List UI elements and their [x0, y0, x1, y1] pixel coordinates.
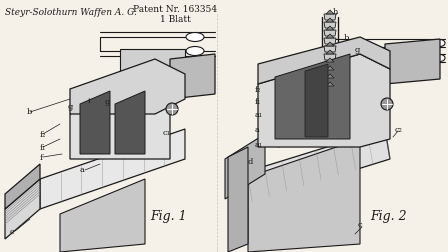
Polygon shape: [326, 19, 334, 23]
Polygon shape: [5, 164, 40, 209]
Polygon shape: [258, 38, 390, 85]
Polygon shape: [60, 179, 145, 252]
Polygon shape: [326, 11, 334, 15]
Polygon shape: [385, 40, 440, 85]
Text: f₂: f₂: [255, 86, 261, 94]
Polygon shape: [305, 65, 328, 137]
Polygon shape: [326, 43, 334, 47]
Polygon shape: [258, 55, 390, 147]
Polygon shape: [326, 27, 334, 31]
Polygon shape: [115, 92, 145, 154]
Text: a₁: a₁: [255, 111, 263, 118]
Polygon shape: [324, 15, 336, 21]
Polygon shape: [324, 79, 336, 85]
Text: c₂: c₂: [395, 125, 403, 134]
Text: f₁: f₁: [40, 143, 47, 151]
Polygon shape: [70, 60, 185, 115]
Polygon shape: [275, 55, 350, 139]
Text: Steyr-Solothurn Waffen A. G.: Steyr-Solothurn Waffen A. G.: [5, 8, 137, 17]
Ellipse shape: [435, 40, 445, 47]
Polygon shape: [225, 135, 265, 199]
Text: c: c: [10, 227, 15, 235]
Text: a₁: a₁: [255, 140, 263, 148]
Text: Fig. 1: Fig. 1: [150, 209, 187, 222]
Polygon shape: [324, 39, 336, 45]
Text: Patent Nr. 163354
1 Blatt: Patent Nr. 163354 1 Blatt: [133, 5, 217, 24]
Ellipse shape: [186, 33, 204, 42]
Text: b: b: [344, 34, 349, 42]
Polygon shape: [326, 35, 334, 39]
Text: g: g: [68, 103, 73, 111]
Ellipse shape: [435, 55, 445, 62]
Text: Fig. 2: Fig. 2: [370, 209, 407, 222]
Polygon shape: [324, 63, 336, 69]
Polygon shape: [326, 59, 334, 63]
Text: a: a: [255, 125, 260, 134]
Text: i: i: [88, 97, 90, 105]
Text: c: c: [358, 220, 362, 228]
Text: f: f: [40, 153, 43, 161]
Text: g: g: [355, 46, 360, 54]
Polygon shape: [326, 83, 334, 87]
Polygon shape: [324, 87, 336, 93]
Polygon shape: [170, 55, 215, 100]
Text: d: d: [248, 158, 254, 165]
Text: f₁: f₁: [255, 98, 261, 106]
Circle shape: [166, 104, 178, 115]
Polygon shape: [70, 85, 170, 159]
Text: c₁: c₁: [163, 129, 171, 137]
Polygon shape: [324, 23, 336, 29]
Polygon shape: [326, 51, 334, 55]
Polygon shape: [324, 55, 336, 61]
Polygon shape: [80, 92, 110, 154]
Polygon shape: [120, 50, 185, 85]
Text: a: a: [80, 165, 85, 173]
Polygon shape: [324, 71, 336, 77]
Polygon shape: [228, 147, 248, 252]
Ellipse shape: [186, 47, 204, 56]
Text: b: b: [27, 108, 32, 115]
Text: f₂: f₂: [40, 131, 47, 138]
Polygon shape: [5, 179, 40, 239]
Polygon shape: [326, 75, 334, 79]
Bar: [120, 50, 185, 85]
Polygon shape: [230, 130, 390, 207]
Polygon shape: [248, 139, 360, 252]
Polygon shape: [40, 130, 185, 209]
Circle shape: [381, 99, 393, 111]
Polygon shape: [324, 31, 336, 37]
Text: g: g: [105, 98, 110, 106]
Polygon shape: [324, 47, 336, 53]
Text: h: h: [333, 8, 338, 16]
Polygon shape: [326, 67, 334, 71]
